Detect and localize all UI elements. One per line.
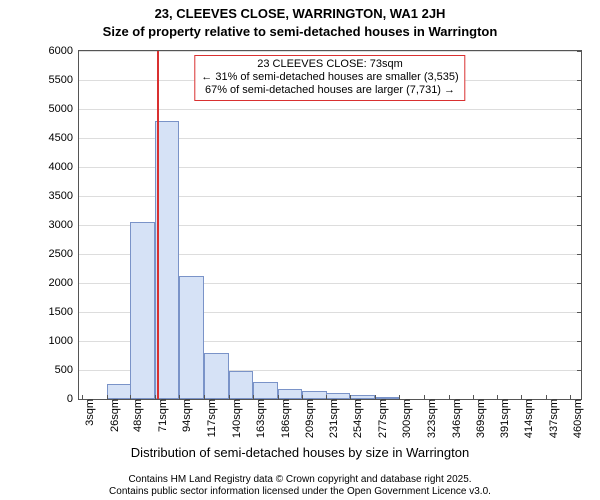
x-axis-label: Distribution of semi-detached houses by … <box>0 445 600 460</box>
xtick-label: 140sqm <box>225 399 243 438</box>
ytick-mark <box>577 138 582 139</box>
xtick-label: 48sqm <box>126 399 144 432</box>
footnote-line1: Contains HM Land Registry data © Crown c… <box>0 474 600 486</box>
ytick-label: 3000 <box>49 219 79 231</box>
ytick-mark <box>577 370 582 371</box>
reference-line <box>157 51 159 399</box>
xtick-label: 231sqm <box>322 399 340 438</box>
gridline <box>79 109 581 110</box>
annotation-box: 23 CLEEVES CLOSE: 73sqm ← 31% of semi-de… <box>194 55 465 101</box>
histogram-bar <box>179 276 204 399</box>
ytick-mark <box>577 225 582 226</box>
xtick-label: 254sqm <box>346 399 364 438</box>
xtick-label: 209sqm <box>298 399 316 438</box>
ytick-mark <box>577 341 582 342</box>
xtick-label: 277sqm <box>371 399 389 438</box>
histogram-bar <box>302 391 327 399</box>
ytick-mark <box>577 167 582 168</box>
histogram-bar <box>204 353 229 399</box>
ytick-label: 1000 <box>49 335 79 347</box>
ytick-label: 6000 <box>49 45 79 57</box>
ytick-label: 500 <box>55 364 79 376</box>
ytick-mark <box>577 196 582 197</box>
histogram-bar <box>278 389 303 399</box>
ytick-mark <box>577 109 582 110</box>
ytick-label: 3500 <box>49 190 79 202</box>
annotation-line1: 23 CLEEVES CLOSE: 73sqm <box>201 58 458 71</box>
histogram-bar <box>229 371 254 399</box>
gridline <box>79 51 581 52</box>
ytick-mark <box>577 51 582 52</box>
annotation-line2: ← 31% of semi-detached houses are smalle… <box>201 71 458 84</box>
xtick-label: 3sqm <box>78 399 96 426</box>
ytick-label: 5500 <box>49 74 79 86</box>
ytick-mark <box>577 312 582 313</box>
xtick-label: 346sqm <box>445 399 463 438</box>
ytick-label: 2500 <box>49 248 79 260</box>
ytick-label: 4000 <box>49 161 79 173</box>
xtick-label: 186sqm <box>274 399 292 438</box>
ytick-label: 2000 <box>49 277 79 289</box>
xtick-label: 369sqm <box>469 399 487 438</box>
plot-area: 0500100015002000250030003500400045005000… <box>78 50 582 400</box>
chart-subtitle: Size of property relative to semi-detach… <box>0 24 600 39</box>
xtick-label: 323sqm <box>420 399 438 438</box>
xtick-label: 94sqm <box>175 399 193 432</box>
xtick-label: 71sqm <box>151 399 169 432</box>
xtick-label: 300sqm <box>395 399 413 438</box>
histogram-bar <box>253 382 278 399</box>
histogram-bar <box>107 384 132 399</box>
xtick-label: 460sqm <box>566 399 584 438</box>
xtick-label: 26sqm <box>103 399 121 432</box>
ytick-label: 1500 <box>49 306 79 318</box>
ytick-mark <box>577 80 582 81</box>
histogram-bar <box>130 222 155 399</box>
xtick-label: 117sqm <box>200 399 218 437</box>
ytick-mark <box>577 283 582 284</box>
xtick-label: 437sqm <box>542 399 560 438</box>
footnote-line2: Contains public sector information licen… <box>0 486 600 498</box>
xtick-label: 163sqm <box>249 399 267 438</box>
annotation-line3: 67% of semi-detached houses are larger (… <box>201 84 458 97</box>
xtick-label: 391sqm <box>493 399 511 438</box>
ytick-label: 5000 <box>49 103 79 115</box>
figure: 23, CLEEVES CLOSE, WARRINGTON, WA1 2JH S… <box>0 0 600 500</box>
xtick-label: 414sqm <box>517 399 535 438</box>
footnote: Contains HM Land Registry data © Crown c… <box>0 474 600 498</box>
chart-title: 23, CLEEVES CLOSE, WARRINGTON, WA1 2JH <box>0 6 600 21</box>
ytick-label: 4500 <box>49 132 79 144</box>
ytick-mark <box>577 254 582 255</box>
